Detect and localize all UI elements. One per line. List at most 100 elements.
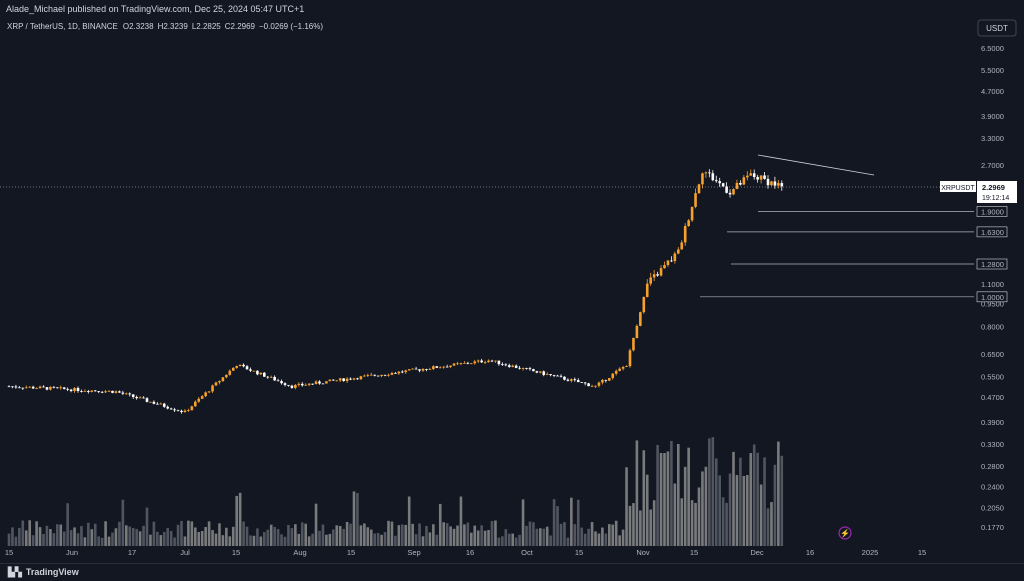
candle-body xyxy=(625,366,628,367)
volume-bar xyxy=(511,533,514,546)
volume-bar xyxy=(338,526,342,546)
volume-bar xyxy=(680,498,684,546)
candle-body xyxy=(18,387,21,389)
candle-body xyxy=(252,370,256,372)
volume-bar xyxy=(100,537,104,546)
ohlc-c-label: C xyxy=(225,22,231,31)
volume-bar xyxy=(425,525,428,546)
candle-body xyxy=(138,397,142,399)
candle-body xyxy=(677,249,680,254)
volume-bar xyxy=(156,531,159,546)
candle-body xyxy=(401,371,404,373)
ohlc-l: 2.2825 xyxy=(196,22,221,31)
volume-bar xyxy=(452,528,456,546)
volume-bar xyxy=(373,533,376,546)
volume-bar xyxy=(704,466,708,546)
volume-bar xyxy=(683,466,687,546)
time-axis-ticks: 15 Jun 17 Jul 15 Aug 15 Sep 16 Oct 15 Nov 15 Dec 16 202… xyxy=(5,548,926,557)
volume-bar xyxy=(376,533,380,546)
trendline[interactable] xyxy=(757,154,875,176)
volume-bar xyxy=(31,535,35,546)
candle-body xyxy=(618,368,621,371)
candle-body xyxy=(183,410,187,413)
candle-body xyxy=(28,386,31,388)
volume-bar xyxy=(411,523,414,546)
candle-body xyxy=(31,386,35,389)
volume-bar xyxy=(449,526,452,546)
time-tick-label: Jun xyxy=(66,548,78,557)
chart-canvas[interactable]: 6.5000 5.5000 4.7000 3.9000 3.3000 2.7000 1.90… xyxy=(0,0,1024,563)
volume-layer xyxy=(7,437,784,546)
candle-body xyxy=(338,378,342,381)
volume-bar xyxy=(87,522,90,546)
volume-bar xyxy=(780,455,784,546)
volume-bar xyxy=(649,509,652,546)
candle-body xyxy=(576,380,580,383)
currency-button[interactable] xyxy=(977,19,1017,37)
candle-body xyxy=(266,376,270,378)
volume-bar xyxy=(470,532,473,546)
volume-bar xyxy=(535,528,539,546)
time-axis[interactable] xyxy=(0,546,974,563)
volume-bar xyxy=(197,531,201,546)
candle-body xyxy=(642,296,646,313)
volume-bar xyxy=(276,529,280,546)
volume-bar xyxy=(259,536,263,546)
candle-body xyxy=(7,386,11,388)
candle-body xyxy=(93,390,97,392)
candle-body xyxy=(704,172,708,174)
candle-body xyxy=(290,385,294,388)
candle-body xyxy=(142,397,145,399)
price-axis[interactable] xyxy=(974,18,1024,546)
candle-body xyxy=(694,193,697,207)
volume-bar xyxy=(708,438,711,546)
candle-body xyxy=(721,183,725,187)
candle-body xyxy=(373,374,376,376)
volume-bar xyxy=(345,521,349,546)
volume-bar xyxy=(7,533,11,546)
candle-body xyxy=(166,406,169,409)
volume-bar xyxy=(725,502,728,546)
volume-bar xyxy=(228,536,232,546)
candle-body xyxy=(777,183,780,186)
volume-bar xyxy=(90,529,94,546)
candle-body xyxy=(80,391,83,392)
volume-bar xyxy=(221,535,225,546)
candle-body xyxy=(214,382,218,386)
candle-body xyxy=(62,387,66,389)
candle-body xyxy=(407,369,411,371)
candle-body xyxy=(570,379,573,381)
volume-bar xyxy=(59,524,63,546)
volume-bar xyxy=(76,533,80,546)
volume-bar xyxy=(211,530,214,546)
candle-body xyxy=(414,368,418,370)
candle-body xyxy=(425,369,428,370)
volume-bar xyxy=(608,524,611,546)
volume-bar xyxy=(249,535,252,546)
time-tick-label: 15 xyxy=(347,548,355,557)
candle-body xyxy=(335,380,339,382)
ohlc-change: −0.0269 (−1.16%) xyxy=(259,22,323,31)
volume-bar xyxy=(97,536,100,546)
candle-body xyxy=(394,372,397,374)
tradingview-logo-icon: ▙▚ xyxy=(8,567,22,577)
volume-bar xyxy=(432,524,435,546)
candle-body xyxy=(470,363,473,365)
volume-bar xyxy=(45,525,49,546)
volume-bar xyxy=(142,525,145,546)
candle-body xyxy=(587,383,590,387)
tradingview-logo[interactable]: ▙▚ TradingView xyxy=(8,567,79,578)
ohlc-o: 2.3238 xyxy=(129,22,154,31)
volume-bar xyxy=(263,532,266,546)
candle-body xyxy=(549,374,552,376)
volume-bar xyxy=(645,474,649,546)
level-tag xyxy=(976,206,1008,217)
candle-body xyxy=(321,383,325,385)
volume-bar xyxy=(611,524,615,546)
lightning-icon[interactable] xyxy=(838,526,852,540)
candle-body xyxy=(718,181,721,184)
volume-bar xyxy=(414,534,418,546)
candle-body xyxy=(711,173,715,181)
volume-bar xyxy=(756,452,759,546)
volume-bar xyxy=(604,533,608,546)
